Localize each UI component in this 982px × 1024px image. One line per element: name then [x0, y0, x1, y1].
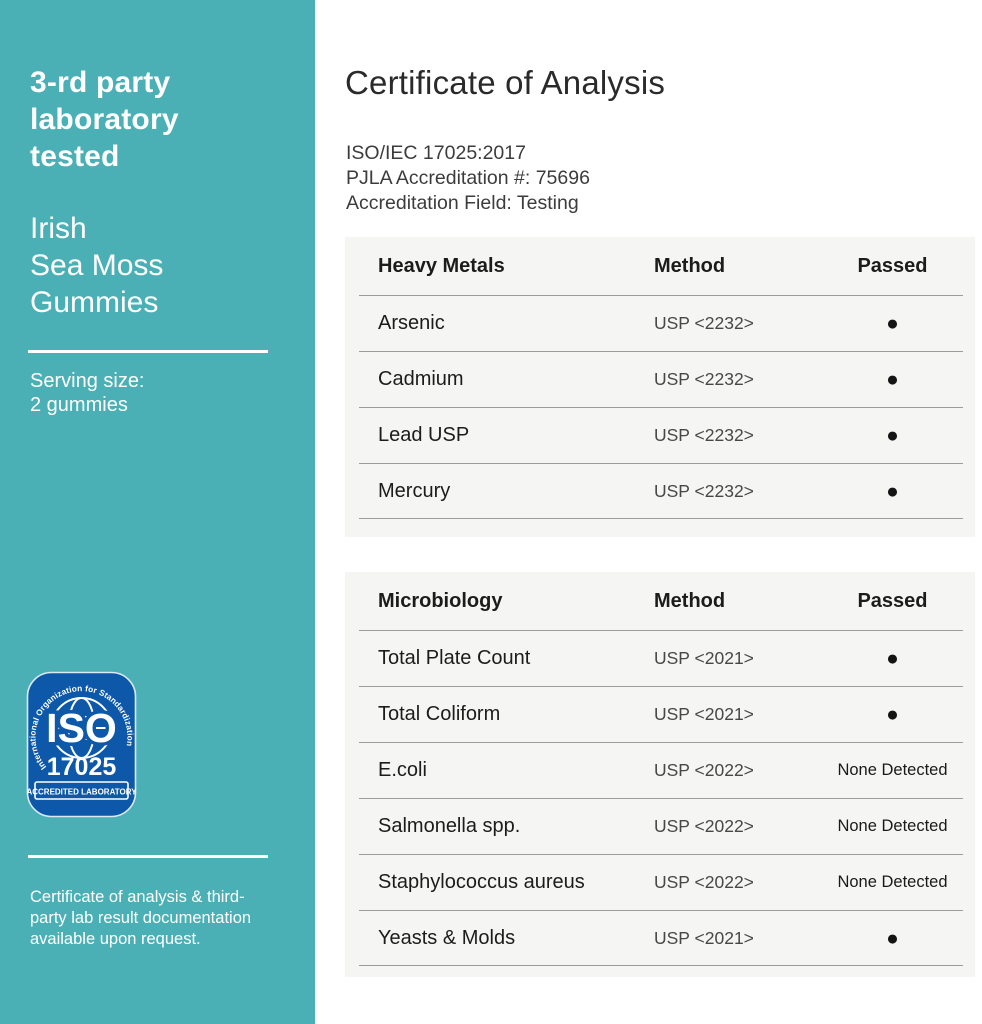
- accreditation-line: PJLA Accreditation #: 75696: [346, 167, 590, 189]
- analyte-name: Mercury: [378, 479, 451, 502]
- analyte-name: Cadmium: [378, 368, 464, 390]
- product-name: Irish Sea Moss Gummies: [30, 212, 164, 319]
- table-row: Staphylococcus aureus USP <2022> None De…: [359, 854, 963, 910]
- badge-number: 17025: [47, 753, 117, 781]
- column-header-passed: Passed: [857, 254, 928, 277]
- accreditation-line: Accreditation Field: Testing: [346, 192, 579, 214]
- page-title: Certificate of Analysis: [345, 64, 666, 101]
- analyte-name: Arsenic: [378, 312, 445, 334]
- table-row: Arsenic USP <2232> ●: [359, 295, 963, 351]
- serving-size: Serving size: 2 gummies: [30, 370, 145, 416]
- table-row: E.coli USP <2022> None Detected: [359, 742, 963, 798]
- result-text: None Detected: [837, 873, 948, 891]
- table-header-row: Microbiology Method Passed: [359, 572, 963, 630]
- method-value: USP <2232>: [654, 480, 754, 501]
- passed-dot: ●: [886, 647, 899, 670]
- table-header-row: Heavy Metals Method Passed: [359, 237, 963, 295]
- table-row: Mercury USP <2232> ●: [359, 463, 963, 519]
- analyte-name: Lead USP: [378, 424, 470, 446]
- passed-dot: ●: [886, 703, 899, 726]
- passed-dot: ●: [886, 926, 899, 950]
- result-text: None Detected: [837, 761, 948, 779]
- analyte-name: Total Coliform: [378, 703, 501, 725]
- table-row: Lead USP USP <2232> ●: [359, 407, 963, 463]
- method-value: USP <2022>: [654, 760, 754, 780]
- column-header-method: Method: [654, 589, 726, 612]
- analyte-name: E.coli: [378, 759, 427, 781]
- result-text: None Detected: [837, 817, 948, 835]
- table-row: Cadmium USP <2232> ●: [359, 351, 963, 407]
- sidebar-divider: [28, 855, 268, 858]
- method-value: USP <2021>: [654, 927, 754, 948]
- accreditation-block: ISO/IEC 17025:2017 PJLA Accreditation #:…: [346, 141, 590, 216]
- method-value: USP <2021>: [654, 648, 754, 668]
- column-header-passed: Passed: [857, 589, 928, 612]
- analyte-name: Total Plate Count: [378, 647, 531, 669]
- column-header-category: Heavy Metals: [378, 254, 505, 277]
- microbiology-table: Microbiology Method Passed Total Plate C…: [345, 572, 975, 977]
- passed-dot: ●: [886, 312, 899, 335]
- badge-accredited-label: ACCREDITED LABORATORY: [26, 788, 137, 797]
- column-header-category: Microbiology: [378, 589, 503, 612]
- passed-dot: ●: [886, 479, 899, 503]
- analyte-name: Yeasts & Molds: [378, 926, 516, 949]
- method-value: USP <2022>: [654, 816, 754, 836]
- sidebar-divider: [28, 350, 268, 353]
- method-value: USP <2021>: [654, 704, 754, 724]
- accreditation-line: ISO/IEC 17025:2017: [346, 142, 526, 164]
- passed-dot: ●: [886, 368, 899, 391]
- sidebar-headline: 3-rd party laboratory tested: [30, 66, 179, 173]
- method-value: USP <2232>: [654, 425, 754, 445]
- iso-17025-badge-icon: International Organization for Standardi…: [26, 671, 137, 818]
- globe-icon: [50, 697, 113, 759]
- analyte-name: Staphylococcus aureus: [378, 871, 585, 893]
- table-row: Salmonella spp. USP <2022> None Detected: [359, 798, 963, 854]
- table-row: Yeasts & Molds USP <2021> ●: [359, 910, 963, 966]
- availability-note: Certificate of analysis & third-party la…: [30, 888, 252, 948]
- passed-dot: ●: [886, 424, 899, 447]
- method-value: USP <2232>: [654, 369, 754, 389]
- column-header-method: Method: [654, 254, 726, 277]
- method-value: USP <2232>: [654, 313, 754, 333]
- method-value: USP <2022>: [654, 872, 754, 892]
- badge-iso-text: ISO: [46, 705, 117, 751]
- heavy-metals-table: Heavy Metals Method Passed Arsenic USP <…: [345, 237, 975, 537]
- table-row: Total Plate Count USP <2021> ●: [359, 630, 963, 686]
- sidebar: 3-rd party laboratory tested Irish Sea M…: [0, 0, 315, 1024]
- table-row: Total Coliform USP <2021> ●: [359, 686, 963, 742]
- analyte-name: Salmonella spp.: [378, 815, 521, 837]
